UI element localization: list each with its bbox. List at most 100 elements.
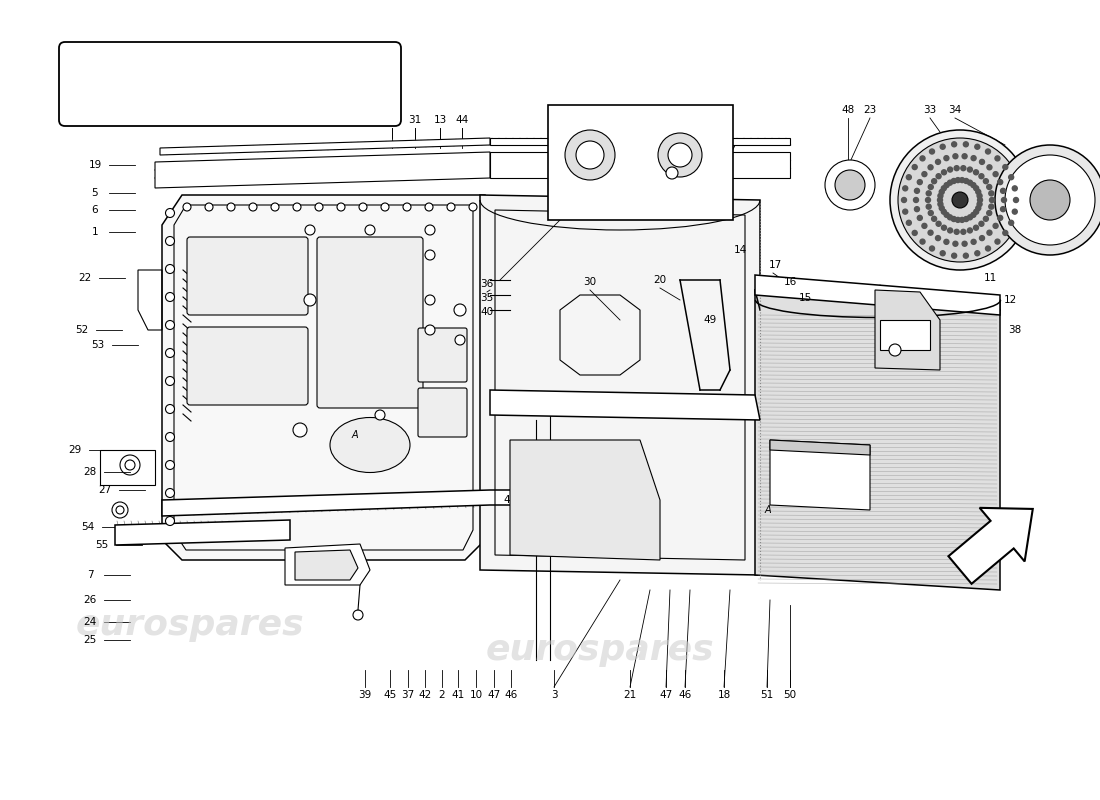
Circle shape (975, 144, 980, 150)
Circle shape (986, 149, 990, 154)
Circle shape (967, 167, 972, 172)
Text: 54: 54 (81, 522, 95, 532)
Text: eurospares: eurospares (486, 633, 714, 667)
Text: 47: 47 (659, 690, 672, 700)
Circle shape (165, 433, 175, 442)
Text: 35: 35 (481, 293, 494, 303)
Text: 17: 17 (769, 260, 782, 270)
Circle shape (944, 239, 949, 244)
FancyBboxPatch shape (187, 327, 308, 405)
FancyBboxPatch shape (548, 105, 733, 220)
Circle shape (914, 206, 920, 212)
Text: 42: 42 (418, 690, 431, 700)
Circle shape (942, 210, 946, 214)
Polygon shape (480, 195, 760, 575)
Text: 33: 33 (923, 105, 936, 115)
Circle shape (454, 304, 466, 316)
Circle shape (906, 174, 911, 180)
Circle shape (926, 204, 932, 209)
Circle shape (977, 202, 982, 206)
Circle shape (942, 226, 946, 230)
Text: 43: 43 (504, 495, 517, 505)
Circle shape (952, 253, 957, 258)
Circle shape (956, 178, 960, 182)
Circle shape (227, 203, 235, 211)
FancyBboxPatch shape (418, 388, 468, 437)
Circle shape (978, 198, 982, 202)
Circle shape (425, 203, 433, 211)
Circle shape (920, 239, 925, 244)
Text: 5: 5 (91, 188, 98, 198)
Circle shape (914, 188, 920, 194)
Circle shape (165, 237, 175, 246)
Circle shape (205, 203, 213, 211)
Text: 29: 29 (68, 445, 81, 455)
Circle shape (989, 204, 993, 209)
Circle shape (658, 133, 702, 177)
Circle shape (425, 250, 435, 260)
Circle shape (668, 143, 692, 167)
Text: 11: 11 (983, 273, 997, 283)
Circle shape (944, 182, 949, 188)
Circle shape (967, 228, 972, 233)
Circle shape (932, 178, 936, 184)
Circle shape (930, 149, 935, 154)
Circle shape (952, 178, 956, 183)
Polygon shape (490, 138, 790, 145)
Circle shape (940, 250, 945, 256)
Circle shape (925, 198, 931, 202)
Circle shape (974, 210, 979, 214)
Circle shape (947, 167, 953, 172)
Text: 7: 7 (87, 570, 94, 580)
Circle shape (165, 461, 175, 470)
Circle shape (165, 265, 175, 274)
Circle shape (936, 174, 942, 178)
Text: 50: 50 (783, 690, 796, 700)
Text: 39: 39 (359, 690, 372, 700)
Circle shape (939, 206, 944, 210)
Text: 2: 2 (439, 690, 446, 700)
Circle shape (942, 186, 946, 190)
Circle shape (932, 216, 936, 222)
Circle shape (165, 377, 175, 386)
Circle shape (971, 182, 976, 188)
Circle shape (953, 154, 958, 158)
Text: 14: 14 (734, 245, 747, 255)
Circle shape (959, 218, 965, 222)
Text: 31: 31 (408, 115, 421, 125)
Circle shape (1012, 186, 1018, 191)
Circle shape (447, 203, 455, 211)
Circle shape (977, 194, 982, 198)
Text: 28: 28 (84, 467, 97, 477)
Text: 20: 20 (653, 275, 667, 285)
Circle shape (954, 166, 959, 170)
Circle shape (293, 203, 301, 211)
Circle shape (1009, 220, 1014, 226)
Circle shape (944, 156, 949, 161)
Circle shape (964, 217, 969, 222)
Text: 44: 44 (455, 115, 469, 125)
Circle shape (956, 218, 960, 222)
Circle shape (971, 239, 976, 244)
Text: 25: 25 (84, 635, 97, 645)
Polygon shape (162, 195, 485, 560)
Text: 46: 46 (679, 690, 692, 700)
Circle shape (935, 159, 940, 164)
Text: 15: 15 (799, 293, 812, 303)
Circle shape (293, 423, 307, 437)
FancyBboxPatch shape (317, 237, 424, 408)
Text: 9: 9 (629, 105, 636, 115)
Circle shape (469, 203, 477, 211)
Circle shape (986, 246, 990, 251)
Circle shape (1003, 230, 1008, 235)
Ellipse shape (330, 418, 410, 473)
Circle shape (835, 170, 865, 200)
Circle shape (993, 172, 998, 177)
Circle shape (165, 517, 175, 526)
Circle shape (964, 142, 968, 147)
Text: 1: 1 (91, 227, 98, 237)
Circle shape (974, 170, 979, 174)
Text: 6: 6 (91, 205, 98, 215)
Polygon shape (755, 275, 1000, 315)
Text: Per foderine porta vedi descrizione: Per foderine porta vedi descrizione (107, 63, 354, 77)
